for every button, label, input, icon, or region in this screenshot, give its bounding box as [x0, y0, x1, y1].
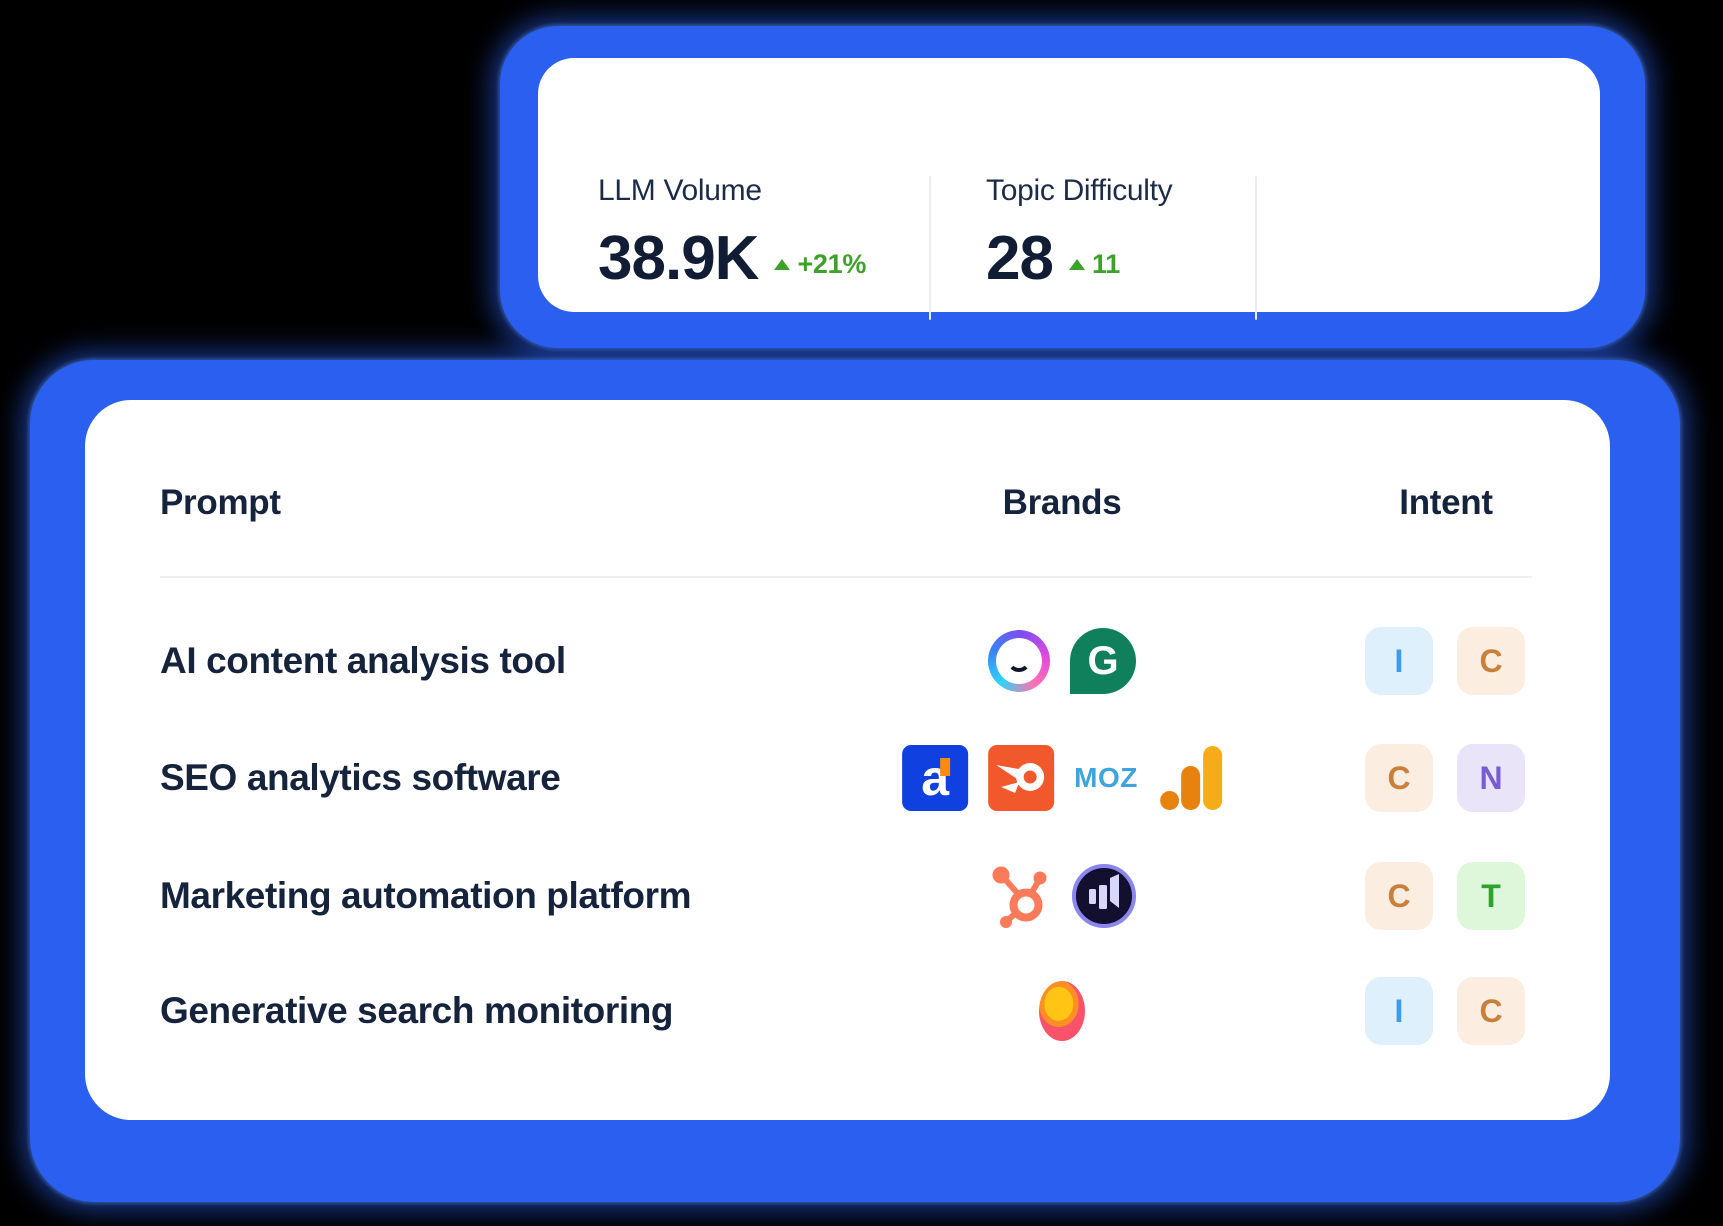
jasper-icon	[988, 630, 1050, 692]
intents-cell: I C	[1365, 977, 1525, 1045]
vertical-divider	[1255, 176, 1257, 320]
column-header-intent: Intent	[1399, 483, 1493, 522]
header-divider	[160, 576, 1532, 578]
hubspot-icon	[988, 864, 1052, 928]
brands-cell: a MOZ	[902, 745, 1222, 811]
intent-badge: I	[1365, 977, 1433, 1045]
ahrefs-glyph: a	[921, 750, 950, 806]
intents-cell: C N	[1365, 744, 1525, 812]
metric-change: 11	[1068, 249, 1120, 280]
prompt-cell: SEO analytics software	[160, 757, 561, 798]
intents-cell: I C	[1365, 627, 1525, 695]
brands-cell: G	[988, 628, 1136, 694]
prompts-table-card: Prompt Brands Intent AI content analysis…	[85, 400, 1610, 1120]
prompt-cell: Marketing automation platform	[160, 875, 692, 916]
vertical-divider	[929, 176, 931, 320]
ga-dot	[1159, 791, 1179, 810]
intents-cell: C T	[1365, 862, 1525, 930]
table-row: AI content analysis tool G I C	[85, 602, 1610, 720]
google-analytics-icon	[1158, 745, 1222, 811]
table-row: SEO analytics software a MOZ	[85, 719, 1610, 837]
ga-mid-bar	[1180, 766, 1200, 810]
ga-tall-bar	[1202, 746, 1222, 810]
intent-badge: I	[1365, 627, 1433, 695]
moz-logo: MOZ	[1074, 762, 1138, 793]
prompt-cell: AI content analysis tool	[160, 640, 566, 681]
metric-label: Topic Difficulty	[986, 174, 1173, 207]
metric-topic-difficulty: Topic Difficulty 28 11	[986, 174, 1173, 293]
brands-cell	[1039, 981, 1085, 1041]
stats-card: LLM Volume 38.9K +21% Topic Difficulty 2…	[538, 58, 1600, 320]
table-row: Marketing automation platform	[85, 837, 1610, 955]
metric-value: 28	[986, 224, 1054, 293]
profound-icon	[1039, 981, 1085, 1041]
grammarly-glyph: G	[1087, 638, 1119, 683]
intent-badge: C	[1365, 862, 1433, 930]
column-header-prompt: Prompt	[160, 483, 281, 522]
ahrefs-icon: a	[902, 745, 969, 811]
column-header-brands: Brands	[1002, 483, 1122, 522]
prompt-cell: Generative search monitoring	[160, 990, 674, 1031]
metric-value: 38.9K	[598, 224, 759, 293]
semrush-icon	[988, 745, 1055, 811]
trend-up-icon	[774, 258, 791, 270]
intent-badge: N	[1457, 744, 1525, 812]
metric-llm-volume: LLM Volume 38.9K +21%	[598, 176, 866, 290]
table-row: Generative search monitoring I C	[85, 952, 1610, 1070]
intent-badge: C	[1457, 977, 1525, 1045]
brands-cell	[988, 864, 1136, 928]
metric-change: +21%	[774, 249, 866, 280]
grammarly-icon: G	[1070, 628, 1136, 694]
trend-up-icon	[1068, 258, 1085, 270]
metric-label: LLM Volume	[598, 174, 762, 207]
intent-badge: T	[1457, 862, 1525, 930]
intent-badge: C	[1365, 744, 1433, 812]
intent-badge: C	[1457, 627, 1525, 695]
marketo-icon	[1072, 864, 1136, 928]
